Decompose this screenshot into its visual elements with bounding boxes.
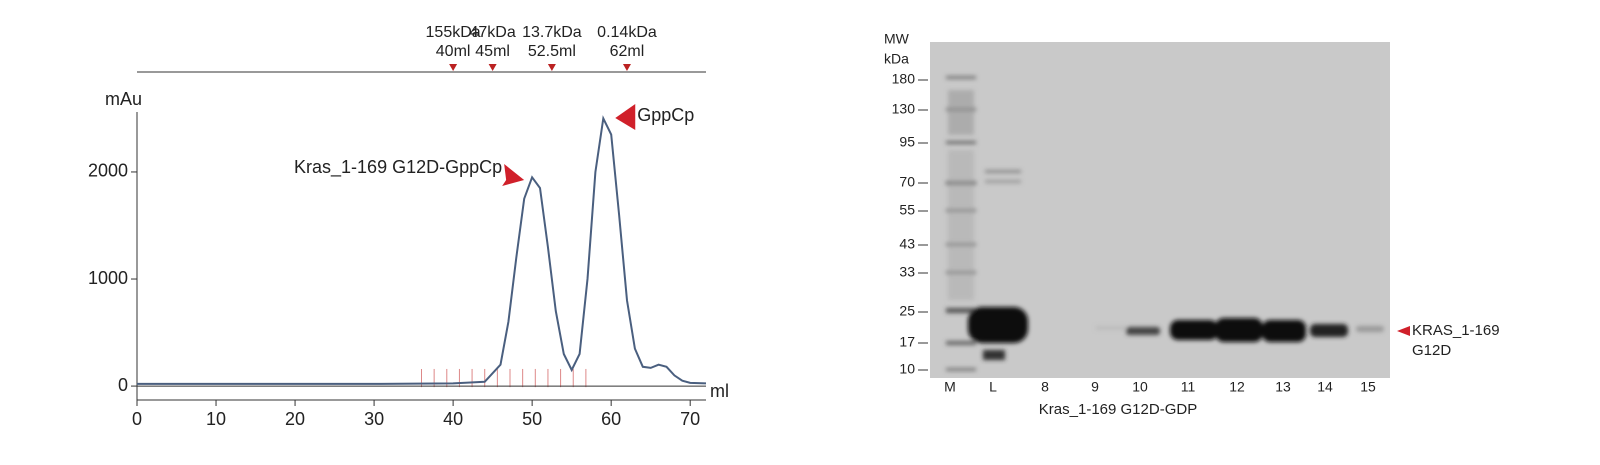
lane-label: 15: [1360, 379, 1376, 395]
lane-label: 10: [1132, 379, 1148, 395]
y-tick-label: 2000: [88, 161, 128, 181]
mw-label: 95: [899, 134, 915, 150]
band-label: G12D: [1412, 342, 1451, 359]
band-arrow: [1397, 326, 1410, 336]
lane-label: 14: [1317, 379, 1333, 395]
mw-label: 25: [899, 303, 915, 319]
calibration-volume: 40ml: [436, 43, 471, 60]
x-tick-label: 60: [601, 409, 621, 429]
x-tick-label: 50: [522, 409, 542, 429]
calibration-mass: 0.14kDa: [597, 24, 657, 41]
chromatogram: 0 1000 2000 0 10 20 30 40 50 60 70 mAu ml Kras_1-169 …: [88, 24, 729, 429]
gel-bands: [946, 76, 1384, 371]
x-tick-label: 0: [132, 409, 142, 429]
annotation: GppCp: [637, 105, 694, 125]
mw-title: MW: [884, 31, 910, 47]
mw-label: 70: [899, 174, 915, 190]
y-tick-label: 1000: [88, 268, 128, 288]
calibration-volume: 62ml: [610, 43, 645, 60]
lane-label: 8: [1041, 379, 1049, 395]
x-tick-label: 40: [443, 409, 463, 429]
lane-label: L: [989, 379, 997, 395]
x-tick-label: 70: [680, 409, 700, 429]
calibration-mass: 47kDa: [470, 24, 516, 41]
band-label: KRAS_1-169: [1412, 322, 1500, 339]
calibration-marker: [449, 64, 458, 71]
calibration-marker: [488, 64, 497, 71]
y-tick-label: 0: [118, 375, 128, 395]
mw-label: 55: [899, 202, 915, 218]
lane-label: 12: [1229, 379, 1245, 395]
x-tick-label: 10: [206, 409, 226, 429]
lane-label: 13: [1275, 379, 1291, 395]
y-axis-label: mAu: [105, 89, 142, 109]
mw-label: 130: [892, 101, 916, 117]
mw-label: 10: [899, 361, 915, 377]
calibration-mass: 155kDa: [426, 24, 481, 41]
gel: MW kDa 180 130 95 70 55 43 33 25 17 10 M L 8 9 10 11 12 13 1…: [884, 31, 1500, 418]
calibration-volume: 45ml: [475, 43, 510, 60]
trace: [137, 115, 707, 385]
annotation: Kras_1-169 G12D-GppCp: [294, 157, 502, 178]
calibration-marker: [622, 64, 631, 71]
calibration-marker: [547, 64, 556, 71]
calibration-mass: 13.7kDa: [522, 24, 582, 41]
x-tick-label: 20: [285, 409, 305, 429]
mw-label: 33: [899, 264, 915, 280]
mw-label: 180: [892, 71, 916, 87]
lane-label: 9: [1091, 379, 1099, 395]
lane-label: M: [944, 379, 956, 395]
annotation-arrow: [615, 104, 636, 130]
lane-label: 11: [1181, 379, 1196, 395]
gel-caption: Kras_1-169 G12D-GDP: [1039, 401, 1197, 418]
x-tick-label: 30: [364, 409, 384, 429]
x-axis-label: ml: [710, 381, 729, 401]
mw-label: 17: [899, 334, 915, 350]
mw-label: 43: [899, 236, 915, 252]
calibration-volume: 52.5ml: [528, 43, 576, 60]
annotation-arrow: [502, 164, 525, 186]
mw-title: kDa: [884, 51, 909, 67]
